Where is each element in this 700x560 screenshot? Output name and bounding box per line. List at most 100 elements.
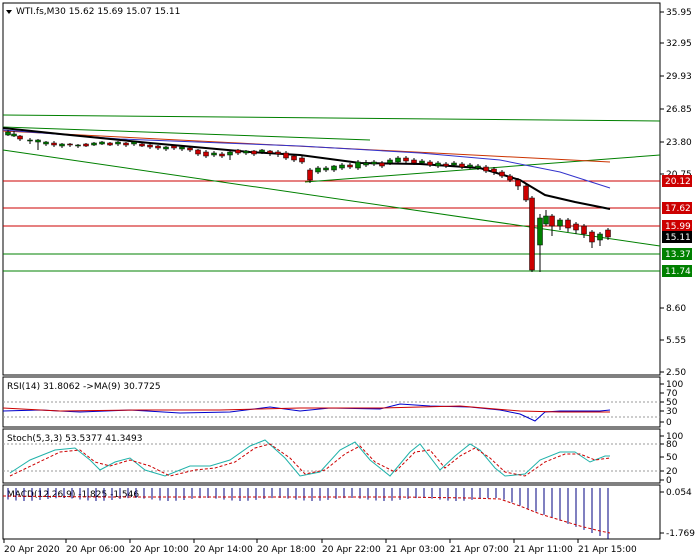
price-tag-box bbox=[662, 248, 692, 260]
candle-body bbox=[499, 171, 505, 177]
candle-body bbox=[403, 157, 409, 162]
rsi-line bbox=[2, 403, 611, 422]
trend-line-upper bbox=[2, 114, 661, 122]
main-price-panel[interactable] bbox=[2, 2, 661, 376]
candle-body bbox=[323, 167, 329, 171]
candle-body bbox=[427, 161, 433, 166]
candle-body bbox=[387, 159, 393, 164]
candle-body bbox=[291, 155, 297, 161]
candle-body bbox=[123, 142, 129, 146]
axis-tick-label: 100 bbox=[666, 432, 683, 442]
candle-body bbox=[549, 215, 555, 227]
time-axis: 20 Apr 2020 20 Apr 06:00 20 Apr 10:00 20 Ap… bbox=[3, 539, 637, 555]
candle-body bbox=[395, 157, 401, 163]
price-tag-box bbox=[662, 220, 692, 232]
time-tick-label: 21 Apr 07:00 bbox=[450, 545, 509, 555]
candlestick-series bbox=[5, 130, 611, 272]
candle-body bbox=[67, 143, 73, 146]
price-tick-label: 8.60 bbox=[666, 304, 686, 314]
time-tick-label: 20 Apr 14:00 bbox=[194, 545, 253, 555]
candle-body bbox=[347, 164, 353, 168]
candle-body bbox=[43, 141, 49, 145]
time-tick-label: 21 Apr 15:00 bbox=[578, 545, 637, 555]
candle-body bbox=[459, 163, 465, 168]
price-tag-label: 13.37 bbox=[665, 250, 691, 260]
candle-body bbox=[259, 149, 265, 153]
price-tag-label: 17.62 bbox=[665, 204, 691, 214]
candle-body bbox=[227, 151, 233, 156]
time-tick-label: 20 Apr 10:00 bbox=[130, 545, 189, 555]
price-tick-label: 23.80 bbox=[666, 138, 692, 148]
candle-body bbox=[139, 143, 145, 147]
candle-body bbox=[187, 147, 193, 151]
axis-tick-label: 0.054 bbox=[666, 488, 692, 498]
candle-body bbox=[339, 164, 345, 169]
candle-body bbox=[411, 159, 417, 164]
candle-body bbox=[99, 141, 105, 145]
time-tick-label: 20 Apr 18:00 bbox=[257, 545, 316, 555]
candle-body bbox=[363, 162, 369, 166]
candle-body bbox=[565, 219, 571, 229]
time-tick-label: 20 Apr 2020 bbox=[4, 545, 60, 555]
price-tick-label: 5.55 bbox=[666, 336, 686, 346]
rsi-ma-line bbox=[2, 405, 610, 413]
axis-tick-label: 50 bbox=[666, 398, 678, 408]
price-tag-label: 20.12 bbox=[665, 177, 691, 187]
candle-body bbox=[235, 149, 241, 154]
candle-body bbox=[11, 133, 17, 137]
axis-tick-label: -1.769 bbox=[666, 529, 695, 539]
candle-body bbox=[83, 143, 89, 147]
candle-body bbox=[17, 135, 23, 140]
axis-tick-label: 70 bbox=[666, 389, 678, 399]
candle-body bbox=[155, 145, 161, 149]
candle-body bbox=[195, 149, 201, 155]
candle-body bbox=[523, 185, 529, 201]
candle-body bbox=[211, 152, 217, 156]
rsi-title: RSI(14) 31.8062 ->MA(9) 30.7725 bbox=[7, 382, 161, 392]
candle-body bbox=[557, 219, 563, 227]
macd-signal-line bbox=[2, 495, 611, 534]
candle-body bbox=[243, 150, 249, 154]
candle-body bbox=[107, 142, 113, 146]
candle-body bbox=[267, 150, 273, 154]
candle-body bbox=[131, 141, 137, 145]
time-tick-label: 20 Apr 22:00 bbox=[322, 545, 381, 555]
candle-body bbox=[307, 169, 313, 181]
stoch-main-line bbox=[9, 439, 610, 477]
candle-body bbox=[163, 146, 169, 150]
candle-body bbox=[219, 153, 225, 157]
macd-axis: 0.054 -1.769 bbox=[660, 488, 695, 539]
candle-body bbox=[299, 157, 305, 163]
candle-body bbox=[451, 162, 457, 166]
price-tick-label: 29.93 bbox=[666, 72, 692, 82]
candle-body bbox=[203, 151, 209, 157]
stoch-title: Stoch(5,3,3) 53.5377 41.3493 bbox=[7, 434, 142, 444]
price-tick-label: 26.85 bbox=[666, 105, 692, 115]
macd-title: MACD(12,26,9) -1.825 -1.546 bbox=[7, 490, 139, 500]
candle-body bbox=[419, 160, 425, 164]
candle-body bbox=[5, 131, 11, 136]
triangle-down-icon[interactable] bbox=[6, 10, 12, 14]
candle-body bbox=[171, 145, 177, 149]
candle-body bbox=[147, 144, 153, 148]
candle-body bbox=[275, 151, 281, 155]
candle-body bbox=[589, 231, 595, 243]
candle-body bbox=[331, 165, 337, 171]
price-tag-label: 15.99 bbox=[665, 222, 691, 232]
candle-body bbox=[507, 175, 513, 181]
candle-body bbox=[491, 168, 497, 173]
candle-body bbox=[283, 152, 289, 159]
candle-body bbox=[251, 150, 257, 155]
candle-body bbox=[51, 142, 57, 146]
candle-body bbox=[315, 167, 321, 173]
candle-body bbox=[443, 163, 449, 167]
candle-body bbox=[379, 162, 385, 167]
candle-body bbox=[371, 161, 377, 165]
axis-tick-label: 0 bbox=[666, 476, 672, 486]
candle-body bbox=[475, 165, 481, 169]
price-tag-label: 11.74 bbox=[665, 267, 691, 277]
axis-tick-label: 30 bbox=[666, 407, 678, 417]
stoch-signal-line bbox=[9, 443, 611, 477]
axis-tick-label: 50 bbox=[666, 453, 678, 463]
